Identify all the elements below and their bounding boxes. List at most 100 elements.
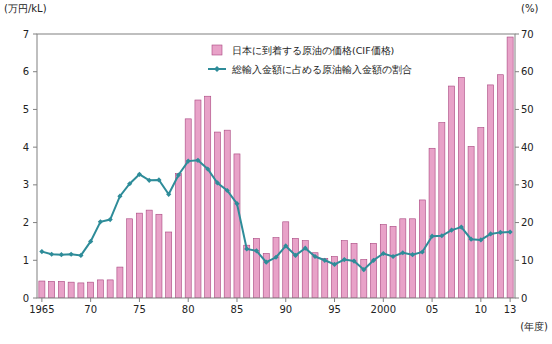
plot-frame xyxy=(37,34,515,298)
tick xyxy=(334,298,335,302)
bar xyxy=(371,243,377,298)
bar xyxy=(273,238,279,298)
marker xyxy=(420,249,425,254)
tick xyxy=(41,298,42,302)
tick xyxy=(515,34,519,35)
marker xyxy=(234,201,239,206)
y2-tick-label: 40 xyxy=(521,142,534,153)
marker xyxy=(293,253,298,258)
tick xyxy=(515,71,519,72)
bar xyxy=(58,281,64,298)
y2-tick-label: 0 xyxy=(521,293,527,304)
bar xyxy=(468,146,474,298)
marker xyxy=(215,180,220,185)
bar xyxy=(497,75,503,298)
bar xyxy=(146,210,152,298)
bar xyxy=(156,214,162,298)
bar xyxy=(39,281,45,298)
x-tick-label: 1965 xyxy=(29,304,54,315)
line xyxy=(42,160,510,269)
x-tick-label: 80 xyxy=(182,304,195,315)
bar xyxy=(107,280,113,298)
x-axis-label: (年度) xyxy=(520,321,548,332)
tick xyxy=(33,260,37,261)
y2-tick-label: 30 xyxy=(521,179,534,190)
bar xyxy=(49,281,55,298)
bar xyxy=(253,238,259,298)
tick xyxy=(515,298,519,299)
x-tick-label: 70 xyxy=(84,304,97,315)
x-tick-label: 75 xyxy=(133,304,146,315)
x-tick-label: 13 xyxy=(504,304,517,315)
bar xyxy=(136,213,142,298)
tick xyxy=(285,298,286,302)
bar xyxy=(283,222,289,298)
bar xyxy=(97,280,103,298)
legend-label: 総輸入金額に占める原油輸入金額の割合 xyxy=(231,64,412,75)
marker xyxy=(88,239,93,244)
marker xyxy=(225,188,230,193)
y-tick-label: 3 xyxy=(23,179,29,190)
marker xyxy=(469,237,474,242)
y-tick-label: 5 xyxy=(23,104,29,115)
marker xyxy=(488,231,493,236)
bar xyxy=(322,258,328,298)
bar xyxy=(78,283,84,298)
tick xyxy=(33,147,37,148)
legend-swatch xyxy=(212,45,222,55)
bar xyxy=(439,123,445,298)
bar xyxy=(166,232,172,298)
bar xyxy=(88,282,94,298)
marker xyxy=(361,267,366,272)
bar xyxy=(127,219,133,298)
bar xyxy=(429,148,435,298)
marker xyxy=(342,257,347,262)
legend-box xyxy=(206,38,438,80)
tick xyxy=(383,298,384,302)
bar xyxy=(175,174,181,298)
tick xyxy=(33,34,37,35)
tick xyxy=(188,298,189,302)
bar xyxy=(68,282,74,298)
marker xyxy=(400,250,405,255)
bar xyxy=(488,85,494,298)
tick xyxy=(33,298,37,299)
bar xyxy=(185,119,191,298)
marker xyxy=(78,253,83,258)
bar xyxy=(205,96,211,298)
legend-marker xyxy=(214,66,220,72)
y2-tick-label: 60 xyxy=(521,66,534,77)
marker xyxy=(254,248,259,253)
marker xyxy=(478,237,483,242)
bar xyxy=(312,253,318,298)
marker xyxy=(264,260,269,265)
plot-data xyxy=(39,37,513,298)
bar xyxy=(507,37,513,298)
marker xyxy=(137,172,142,177)
bar xyxy=(400,219,406,298)
tick xyxy=(510,298,511,302)
marker xyxy=(49,252,54,257)
y2-axis-label: (%) xyxy=(521,3,538,14)
marker xyxy=(283,243,288,248)
tick xyxy=(515,222,519,223)
tick xyxy=(515,184,519,185)
bar xyxy=(449,86,455,298)
marker xyxy=(449,228,454,233)
y2-tick-label: 50 xyxy=(521,104,534,115)
bar xyxy=(351,243,357,298)
bar xyxy=(234,154,240,298)
tick xyxy=(33,222,37,223)
tick xyxy=(139,298,140,302)
x-tick-label: 90 xyxy=(279,304,292,315)
y-tick-label: 6 xyxy=(23,66,29,77)
x-tick-label: 95 xyxy=(328,304,341,315)
marker xyxy=(332,262,337,267)
legend: 日本に到着する原油の価格(CIF価格)総輸入金額に占める原油輸入金額の割合 xyxy=(206,38,438,80)
tick xyxy=(480,298,481,302)
tick xyxy=(515,260,519,261)
chart: 0123456701020304050607019657075808590952… xyxy=(0,0,552,344)
marker xyxy=(166,192,171,197)
bar xyxy=(410,219,416,298)
marker xyxy=(371,258,376,263)
